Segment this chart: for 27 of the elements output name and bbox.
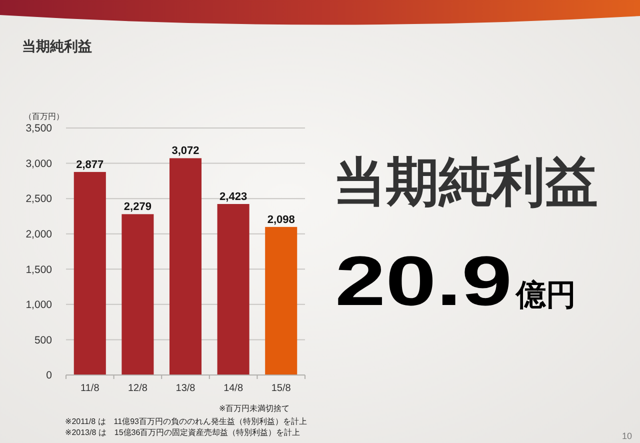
data-label: 2,877 <box>76 158 104 171</box>
x-tick-label: 11/8 <box>80 383 100 394</box>
y-tick-label: 500 <box>34 334 52 346</box>
text: 当期純利益 <box>333 153 598 212</box>
y-tick-label: 2,500 <box>26 193 52 206</box>
y-tick-label: 3,500 <box>26 122 52 135</box>
text: ※百万円未満切捨て <box>219 404 290 413</box>
text: 20.9 <box>335 242 512 321</box>
y-axis-title: （百万円） <box>24 112 64 121</box>
y-tick-label: 0 <box>46 370 52 382</box>
text: 億円 <box>515 279 576 312</box>
text: 10 <box>622 431 632 441</box>
data-label: 3,072 <box>172 145 200 158</box>
x-tick-label: 12/8 <box>128 383 148 394</box>
x-tick-label: 13/8 <box>176 383 196 394</box>
chart-title: 当期純利益 <box>22 38 92 54</box>
data-label: 2,423 <box>220 191 248 204</box>
y-tick-label: 2,000 <box>26 228 52 241</box>
y-tick-label: 3,000 <box>26 158 52 170</box>
y-tick-label: 1,500 <box>26 264 52 276</box>
x-tick-label: 14/8 <box>224 383 244 394</box>
data-label: 2,279 <box>124 201 152 214</box>
text: ※2013/8 は 15億36百万円の固定資産売却益（特別利益）を計上 <box>65 428 300 437</box>
text: ※2011/8 は 11億93百万円の負ののれん発生益（特別利益）を計上 <box>65 417 308 426</box>
y-tick-label: 1,000 <box>26 299 52 312</box>
x-tick-label: 15/8 <box>271 383 292 394</box>
data-label: 2,098 <box>267 214 295 226</box>
